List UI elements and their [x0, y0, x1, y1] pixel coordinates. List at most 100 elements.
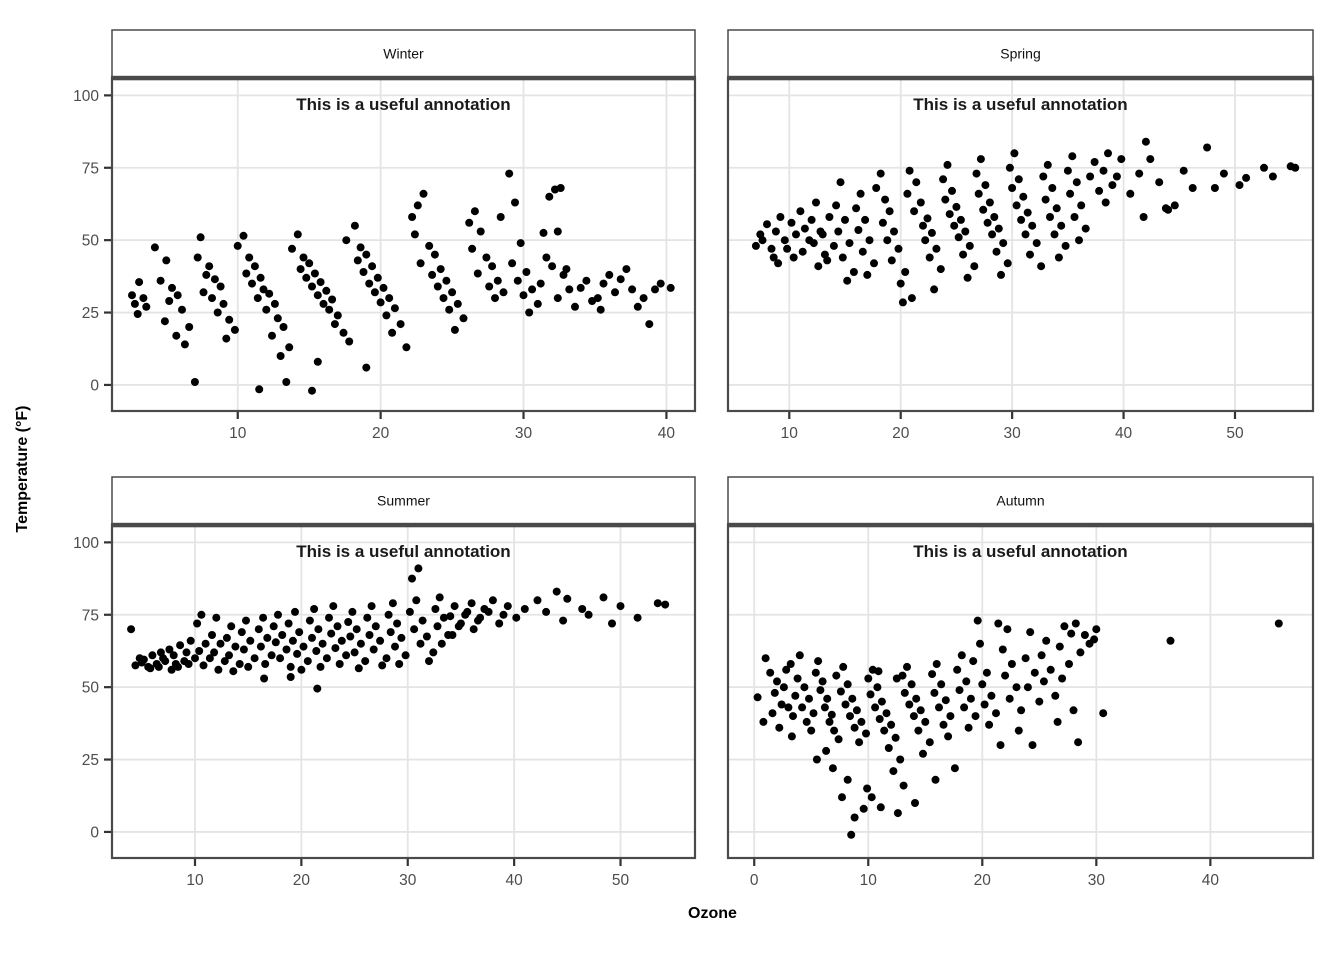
data-point [976, 155, 985, 164]
data-point [397, 633, 406, 642]
data-point [533, 596, 542, 605]
data-point [1141, 137, 1150, 146]
data-point [1057, 221, 1066, 230]
data-point [796, 207, 805, 216]
data-point [408, 574, 416, 583]
data-point [994, 224, 1003, 233]
x-axis: 10 20 30 40 50 [781, 412, 1244, 442]
data-point [371, 622, 380, 631]
data-point [925, 738, 934, 747]
data-point [814, 262, 823, 271]
data-point [335, 660, 344, 668]
data-point [876, 803, 885, 812]
data-point [830, 726, 839, 735]
data-point [1108, 181, 1117, 190]
data-point [1076, 648, 1085, 657]
data-point [237, 628, 246, 637]
data-point [195, 647, 204, 655]
data-point [639, 294, 648, 303]
data-point [293, 230, 302, 239]
points-group [751, 137, 1300, 307]
data-point [329, 602, 338, 611]
data-point [901, 268, 910, 276]
data-point [295, 628, 304, 637]
data-point [325, 613, 333, 622]
data-point [422, 632, 431, 641]
data-point [792, 230, 800, 239]
data-point [127, 625, 136, 634]
data-point [516, 239, 525, 248]
data-point [325, 305, 334, 314]
data-point [354, 664, 363, 673]
data-point [1099, 709, 1108, 718]
data-point [800, 683, 809, 692]
data-point [919, 749, 927, 758]
data-point [442, 276, 451, 285]
data-point [761, 654, 770, 663]
data-point [789, 253, 798, 262]
data-point [505, 169, 514, 178]
data-point [828, 764, 837, 773]
data-point [270, 299, 279, 308]
data-point [834, 735, 843, 744]
data-point [1077, 201, 1086, 210]
data-point [165, 645, 174, 654]
data-point [282, 645, 291, 654]
x-tick-label: 10 [229, 425, 247, 442]
data-point [1104, 149, 1112, 158]
data-point [291, 607, 299, 616]
data-point [849, 268, 858, 276]
data-point [832, 671, 841, 680]
data-point [256, 273, 265, 282]
data-point [425, 241, 434, 250]
data-point [395, 660, 404, 668]
data-point [921, 236, 930, 245]
data-point [766, 668, 775, 677]
data-point [1268, 172, 1277, 181]
data-point [959, 250, 968, 259]
data-point [807, 215, 816, 224]
data-point [296, 265, 305, 274]
data-point [973, 616, 982, 625]
data-point [253, 294, 262, 303]
data-point [1017, 215, 1026, 224]
data-point [1050, 230, 1059, 239]
data-point [1069, 706, 1078, 715]
data-point [176, 641, 185, 650]
data-point [205, 262, 214, 271]
data-point [848, 694, 857, 703]
data-point [230, 325, 239, 334]
data-point [327, 629, 336, 638]
strip-winter [111, 29, 696, 78]
data-point [856, 189, 865, 198]
data-point [197, 610, 206, 619]
data-point [459, 314, 468, 323]
data-point [339, 328, 348, 337]
data-point [880, 726, 889, 735]
data-point [503, 602, 512, 611]
x-axis: 10 20 30 40 [229, 412, 675, 442]
data-point [812, 755, 821, 764]
data-point [867, 793, 876, 802]
data-point [373, 273, 382, 282]
data-point [758, 236, 767, 245]
data-point [239, 645, 248, 654]
data-point [246, 636, 255, 645]
data-point [789, 712, 797, 721]
data-point [308, 633, 316, 642]
data-point [273, 314, 282, 323]
data-point [878, 218, 887, 227]
data-point [838, 253, 847, 262]
x-tick-label: 30 [515, 425, 533, 442]
data-point [863, 784, 872, 793]
data-point [208, 631, 216, 639]
data-point [823, 256, 832, 265]
data-point [260, 674, 269, 683]
data-point [948, 186, 956, 195]
data-point [979, 205, 988, 214]
data-point [769, 253, 778, 262]
data-point [178, 305, 186, 314]
data-point [1090, 635, 1099, 644]
data-point [133, 310, 142, 318]
data-point [957, 651, 966, 660]
